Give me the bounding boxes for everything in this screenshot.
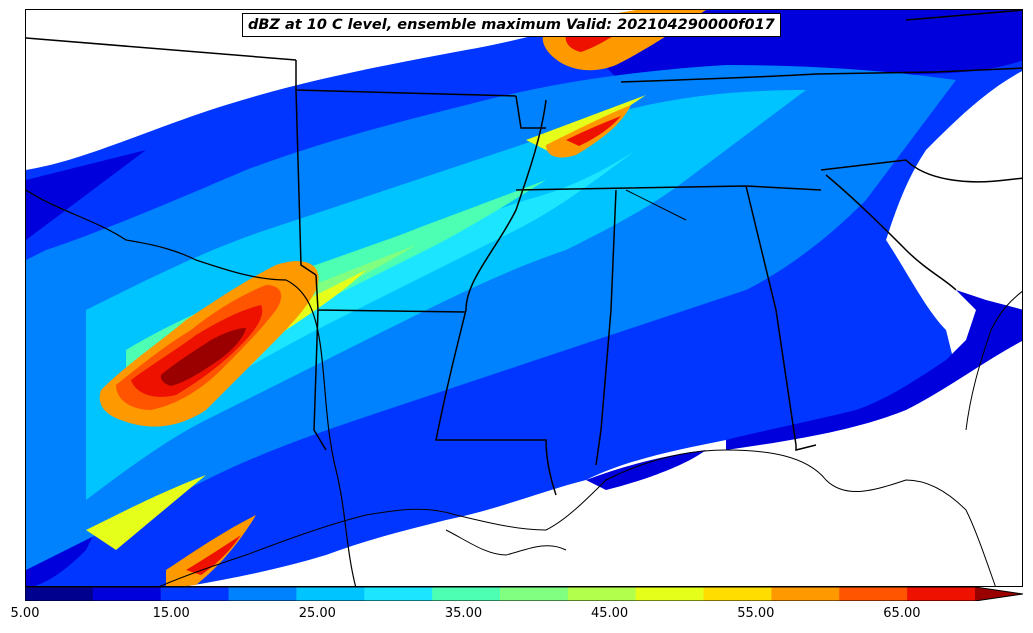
dark-blue-fringe [26, 150, 146, 240]
colorbar-tick-label: 5.00 [10, 606, 40, 621]
country-border [26, 189, 357, 586]
darkred-core [160, 328, 246, 386]
state-boundaries [26, 10, 1022, 496]
light-blue-band [26, 65, 956, 570]
colorbar-tick-label: 15.00 [152, 606, 190, 621]
cyan-band [86, 90, 806, 500]
colorbar-tick-label: 65.00 [883, 606, 921, 621]
colorbar-tick-label: 35.00 [444, 606, 483, 621]
colorbar-segment [92, 587, 162, 601]
colorbar-segment [907, 587, 976, 601]
map-title: dBZ at 10 C level, ensemble maximum Vali… [242, 13, 781, 37]
colorbar-scale [25, 587, 1023, 601]
reflectivity-field [26, 10, 1022, 586]
colorbar-segment [25, 587, 94, 601]
reflectivity-map [26, 10, 1022, 586]
colorbar-segment [364, 587, 433, 601]
colorbar [25, 587, 1023, 601]
colorbar-extend-arrow [975, 587, 1023, 601]
colorbar-tick-label: 25.00 [298, 606, 336, 621]
colorbar-segment [432, 587, 501, 601]
colorbar-segment [567, 587, 637, 601]
colorbar-segment [228, 587, 297, 601]
colorbar-segment [296, 587, 365, 601]
colorbar-segment [771, 587, 840, 601]
colorbar-segment [635, 587, 705, 601]
colorbar-outline [25, 587, 1023, 601]
colorbar-segment [160, 587, 230, 601]
colorbar-segment [839, 587, 908, 601]
map-panel [25, 9, 1023, 587]
colorbar-segment [500, 587, 569, 601]
colorbar-tick-label: 45.00 [590, 606, 629, 621]
coastline [159, 189, 1022, 586]
colorbar-tick-label: 55.00 [737, 606, 775, 621]
colorbar-segment [703, 587, 772, 601]
